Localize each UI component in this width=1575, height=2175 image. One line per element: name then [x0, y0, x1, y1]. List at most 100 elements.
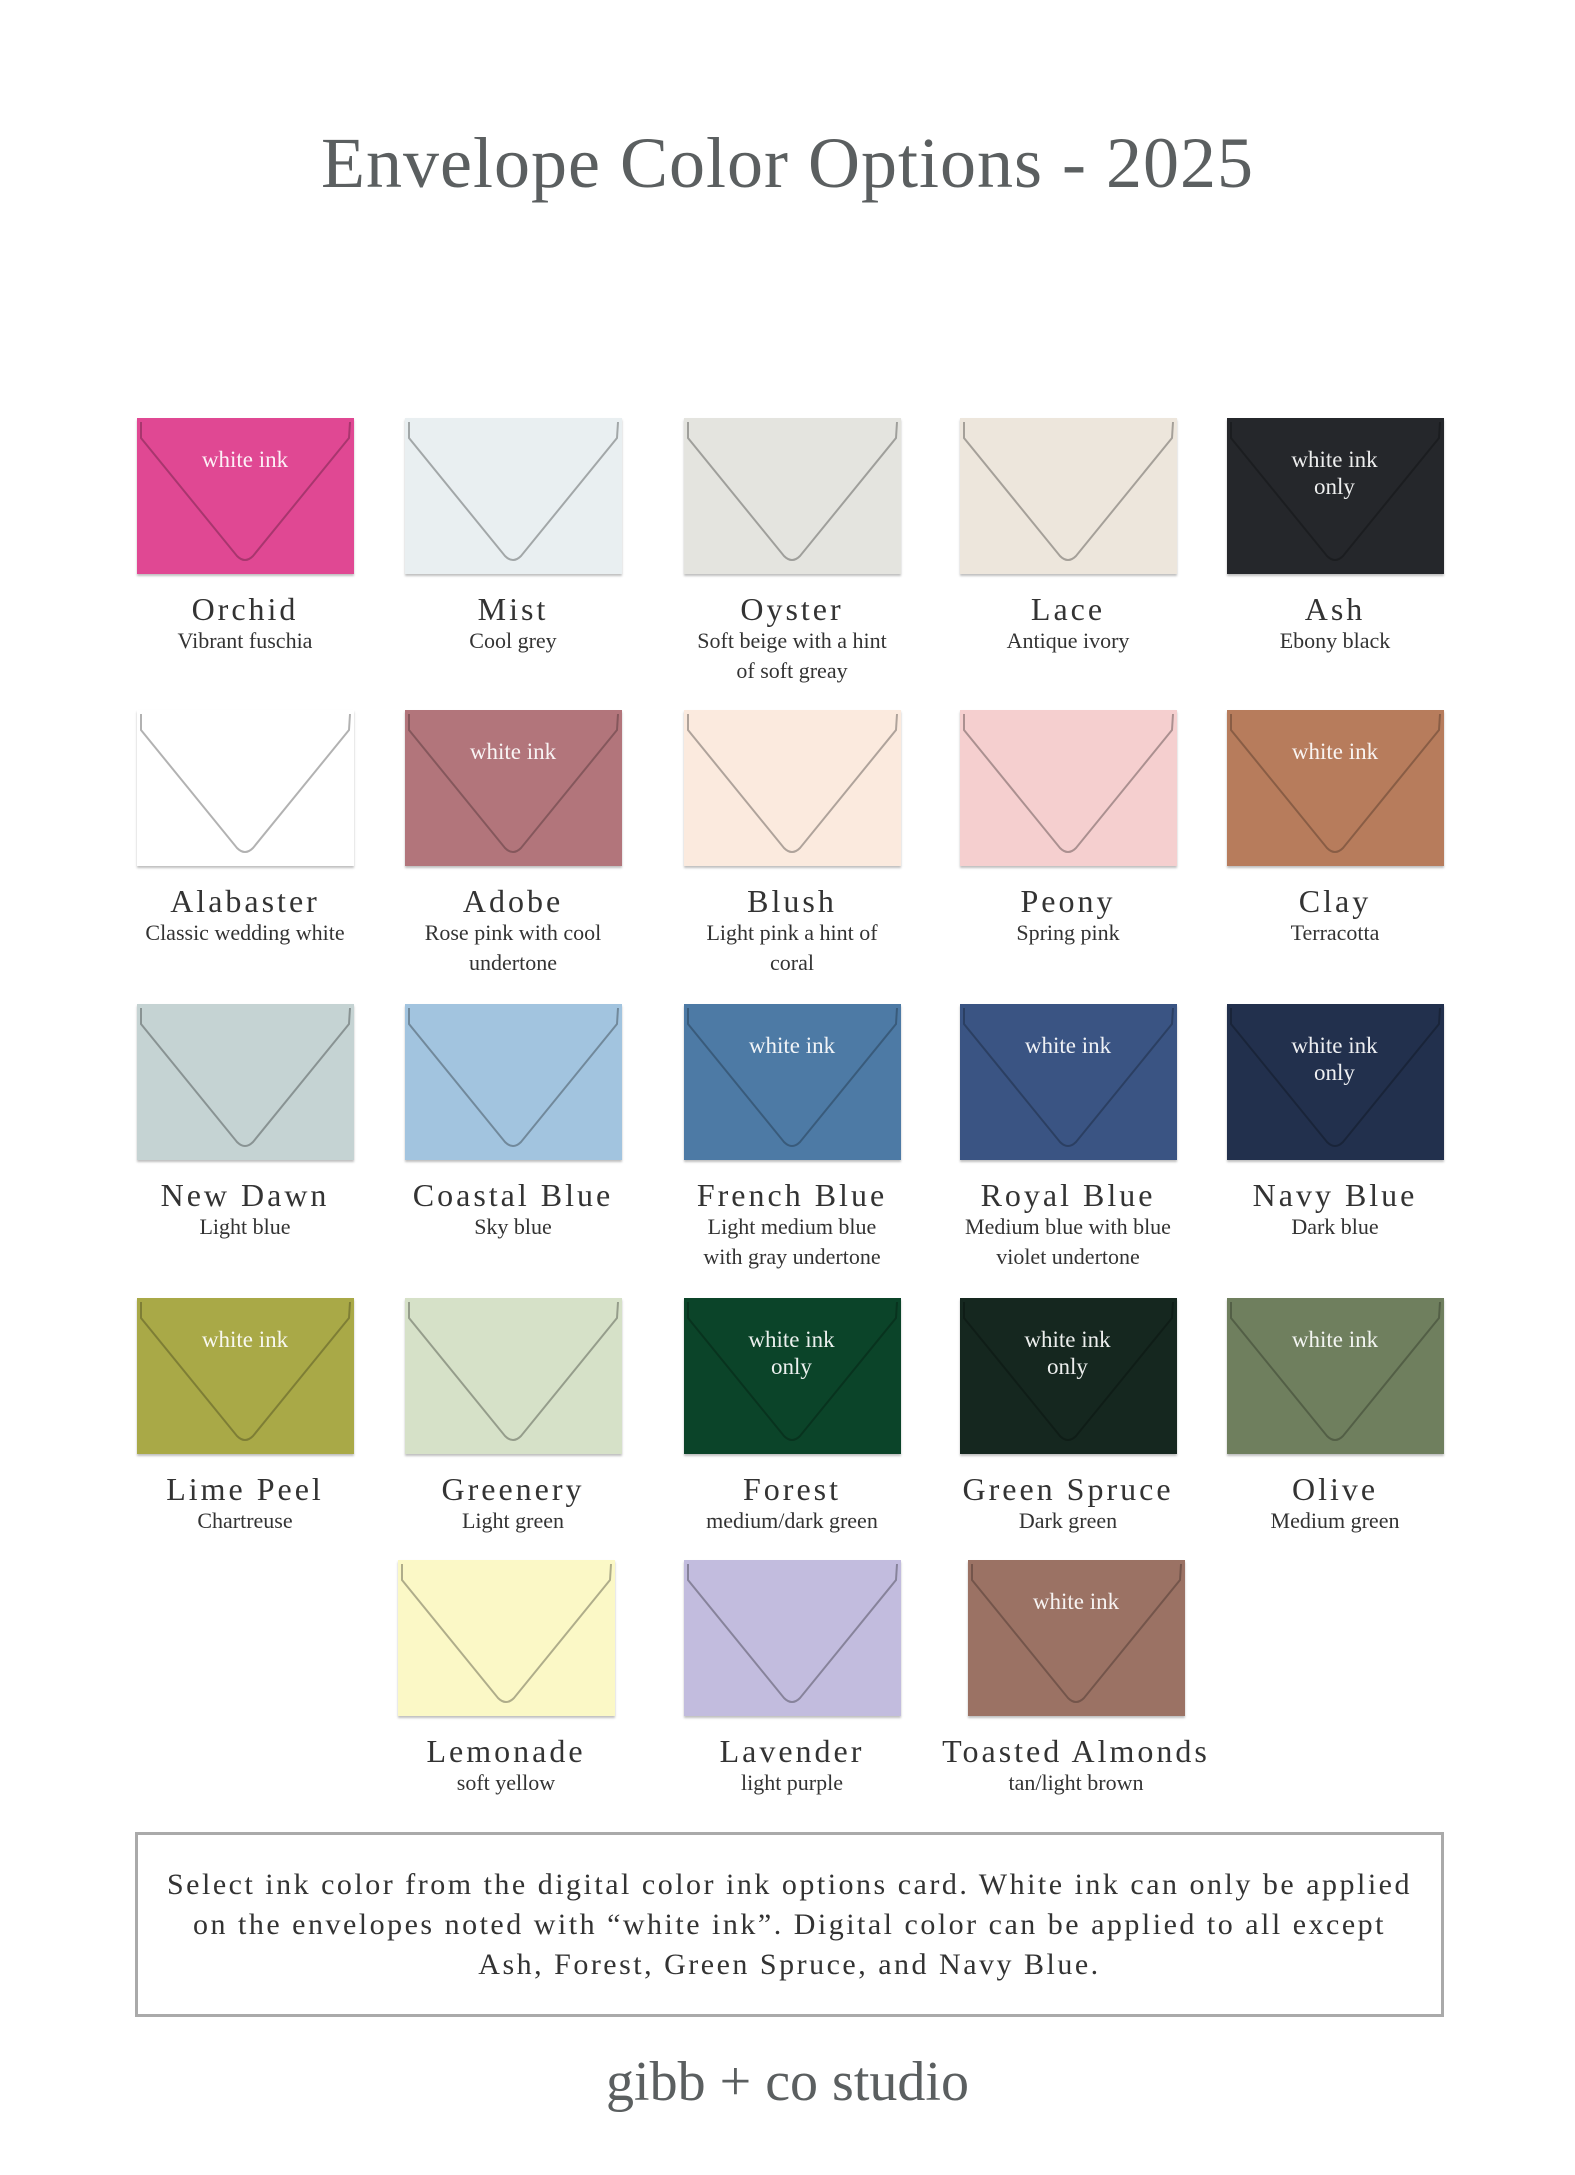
envelope-description: Light blue	[199, 1214, 291, 1239]
page-title: Envelope Color Options - 2025	[321, 123, 1254, 203]
envelope-description: Ebony black	[1279, 628, 1391, 653]
envelope-item: Peony Spring pink	[918, 710, 1218, 948]
white-ink-label: white ink only	[748, 1327, 835, 1379]
envelope-swatch: white ink	[967, 1560, 1185, 1716]
envelope-swatch	[683, 1560, 901, 1716]
envelope-description: light purple	[740, 1770, 844, 1795]
envelope-name: Navy Blue	[1252, 1177, 1418, 1213]
white-ink-label: white ink	[748, 1033, 836, 1058]
envelope-swatch	[959, 418, 1177, 574]
envelope-description: Light pink a hint of coral	[706, 920, 878, 975]
envelope-name: Green Spruce	[962, 1471, 1174, 1507]
envelope-item: Greenery Light green	[363, 1298, 663, 1536]
envelope-swatch: white ink only	[683, 1298, 901, 1454]
envelope-item: white ink only Green Spruce Dark green	[918, 1298, 1218, 1536]
white-ink-label: white ink	[201, 1327, 289, 1352]
envelope-item: Coastal Blue Sky blue	[363, 1004, 663, 1242]
envelope-swatch	[404, 1004, 622, 1160]
envelope-item: white ink Adobe Rose pink with cool unde…	[363, 710, 663, 978]
envelope-name: French Blue	[696, 1177, 888, 1213]
envelope-swatch: white ink	[136, 418, 354, 574]
envelope-name: Lime Peel	[166, 1471, 324, 1507]
white-ink-label: white ink only	[1291, 1033, 1378, 1085]
envelope-swatch: white ink	[1226, 710, 1444, 866]
envelope-description: Spring pink	[1016, 920, 1120, 945]
envelope-description: Sky blue	[474, 1214, 552, 1239]
envelope-item: white ink Lime Peel Chartreuse	[95, 1298, 395, 1536]
envelope-name: Ash	[1304, 591, 1366, 627]
envelope-name: Lace	[1030, 591, 1106, 627]
envelope-item: Lemonade soft yellow	[356, 1560, 656, 1798]
envelope-name: Lavender	[719, 1733, 865, 1769]
envelope-description: Light green	[461, 1508, 565, 1533]
envelope-name: Clay	[1298, 883, 1372, 919]
envelope-item: white ink Royal Blue Medium blue with bl…	[918, 1004, 1218, 1272]
envelope-name: Coastal Blue	[412, 1177, 614, 1213]
envelope-description: Soft beige with a hint of soft greay	[697, 628, 887, 683]
envelope-name: Peony	[1020, 883, 1116, 919]
envelope-swatch: white ink	[683, 1004, 901, 1160]
brand-logo: gibb + co studio	[606, 2051, 969, 2113]
envelope-item: white ink only Ash Ebony black	[1185, 418, 1485, 656]
envelope-description: Medium green	[1270, 1508, 1400, 1533]
envelope-description: Chartreuse	[197, 1508, 293, 1533]
envelope-swatch: white ink	[404, 710, 622, 866]
envelope-name: Lemonade	[426, 1733, 586, 1769]
envelope-item: white ink only Navy Blue Dark blue	[1185, 1004, 1485, 1242]
ink-note-text: Select ink color from the digital color …	[166, 1867, 1412, 1981]
envelope-description: Light medium blue with gray undertone	[703, 1214, 881, 1269]
envelope-swatch	[136, 710, 354, 866]
envelope-description: Dark green	[1018, 1508, 1118, 1533]
envelope-item: white ink Olive Medium green	[1185, 1298, 1485, 1536]
envelope-name: Orchid	[191, 591, 299, 627]
white-ink-label: white ink	[1032, 1589, 1120, 1614]
envelope-description: Medium blue with blue violet undertone	[965, 1214, 1171, 1269]
envelope-description: Vibrant fuschia	[177, 628, 313, 653]
white-ink-label: white ink	[1024, 1033, 1112, 1058]
envelope-item: white ink only Forest medium/dark green	[642, 1298, 942, 1536]
envelope-swatch	[683, 418, 901, 574]
envelope-name: Toasted Almonds	[942, 1733, 1210, 1769]
envelope-item: Lace Antique ivory	[918, 418, 1218, 656]
envelope-name: Mist	[477, 591, 549, 627]
envelope-swatch	[397, 1560, 615, 1716]
envelope-item: white ink Orchid Vibrant fuschia	[95, 418, 395, 656]
envelope-name: Blush	[747, 883, 837, 919]
envelope-name: Adobe	[462, 883, 564, 919]
envelope-item: New Dawn Light blue	[95, 1004, 395, 1242]
envelope-swatch: white ink	[959, 1004, 1177, 1160]
envelope-description: Cool grey	[469, 628, 557, 653]
envelope-item: Blush Light pink a hint of coral	[642, 710, 942, 978]
envelope-swatch: white ink only	[1226, 1004, 1444, 1160]
envelope-swatch: white ink only	[1226, 418, 1444, 574]
white-ink-label: white ink	[201, 447, 289, 472]
envelope-name: New Dawn	[160, 1177, 330, 1213]
envelope-swatch	[136, 1004, 354, 1160]
envelope-name: Greenery	[441, 1471, 585, 1507]
white-ink-label: white ink	[469, 739, 557, 764]
envelope-description: Antique ivory	[1006, 628, 1130, 653]
white-ink-label: white ink only	[1024, 1327, 1111, 1379]
envelope-name: Royal Blue	[980, 1177, 1156, 1213]
envelope-swatch: white ink	[1226, 1298, 1444, 1454]
envelope-swatch	[404, 1298, 622, 1454]
envelope-item: Oyster Soft beige with a hint of soft gr…	[642, 418, 942, 686]
envelope-description: Rose pink with cool undertone	[424, 920, 602, 975]
envelope-name: Alabaster	[170, 883, 320, 919]
white-ink-label: white ink only	[1291, 447, 1378, 499]
envelope-description: Terracotta	[1290, 920, 1380, 945]
ink-note-box: Select ink color from the digital color …	[135, 1832, 1444, 2017]
envelope-description: soft yellow	[456, 1770, 556, 1795]
envelope-name: Oyster	[740, 591, 844, 627]
envelope-description: Classic wedding white	[145, 920, 345, 945]
envelope-description: Dark blue	[1291, 1214, 1379, 1239]
envelope-description: medium/dark green	[706, 1508, 878, 1533]
envelope-item: Lavender light purple	[642, 1560, 942, 1798]
envelope-item: white ink French Blue Light medium blue …	[642, 1004, 942, 1272]
white-ink-label: white ink	[1291, 1327, 1379, 1352]
white-ink-label: white ink	[1291, 739, 1379, 764]
envelope-name: Olive	[1291, 1471, 1379, 1507]
envelope-item: Alabaster Classic wedding white	[95, 710, 395, 948]
envelope-item: Mist Cool grey	[363, 418, 663, 656]
envelope-swatch: white ink	[136, 1298, 354, 1454]
